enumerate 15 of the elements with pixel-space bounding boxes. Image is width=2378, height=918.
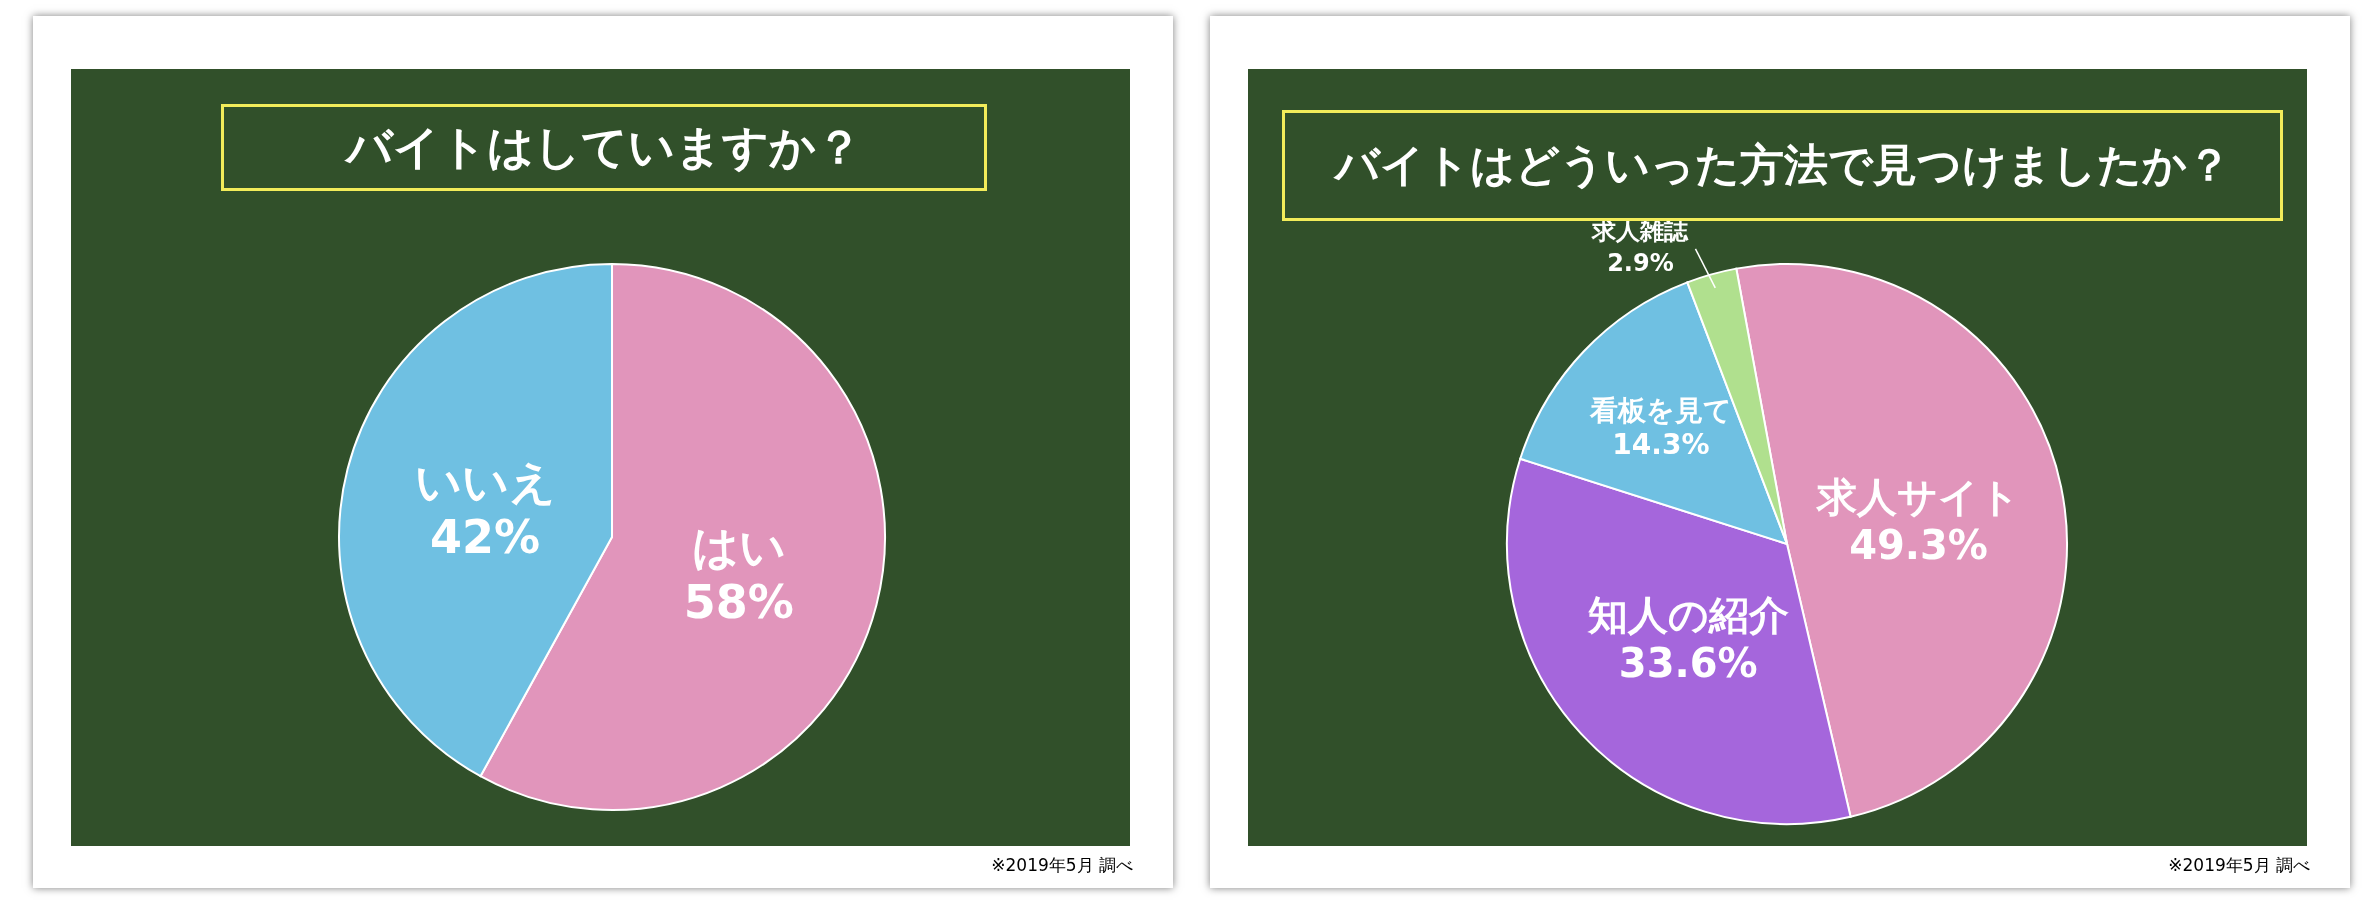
data-label: 49.3% [1849,521,1988,568]
slice-label: 看板を見て [1588,394,1732,428]
data-label: 33.6% [1618,640,1758,687]
slice-label: はい [691,519,786,574]
data-label: 14.3% [1612,428,1710,462]
slice-label: 求人サイト [1815,473,2021,520]
text: ※2019年5月 調べ [991,854,1133,877]
text: ※2019年5月 調べ [2168,854,2310,877]
chart-title: バイトはしていますか？ [221,104,987,191]
slice-label: いいえ [414,454,556,509]
chart-title: バイトはどういった方法で見つけましたか？ [1334,139,2231,190]
data-label: 58% [683,574,794,629]
slice-label: 知人の紹介 [1586,592,1789,639]
data-label: 42% [430,509,541,564]
data-label: 2.9% [1607,248,1674,277]
